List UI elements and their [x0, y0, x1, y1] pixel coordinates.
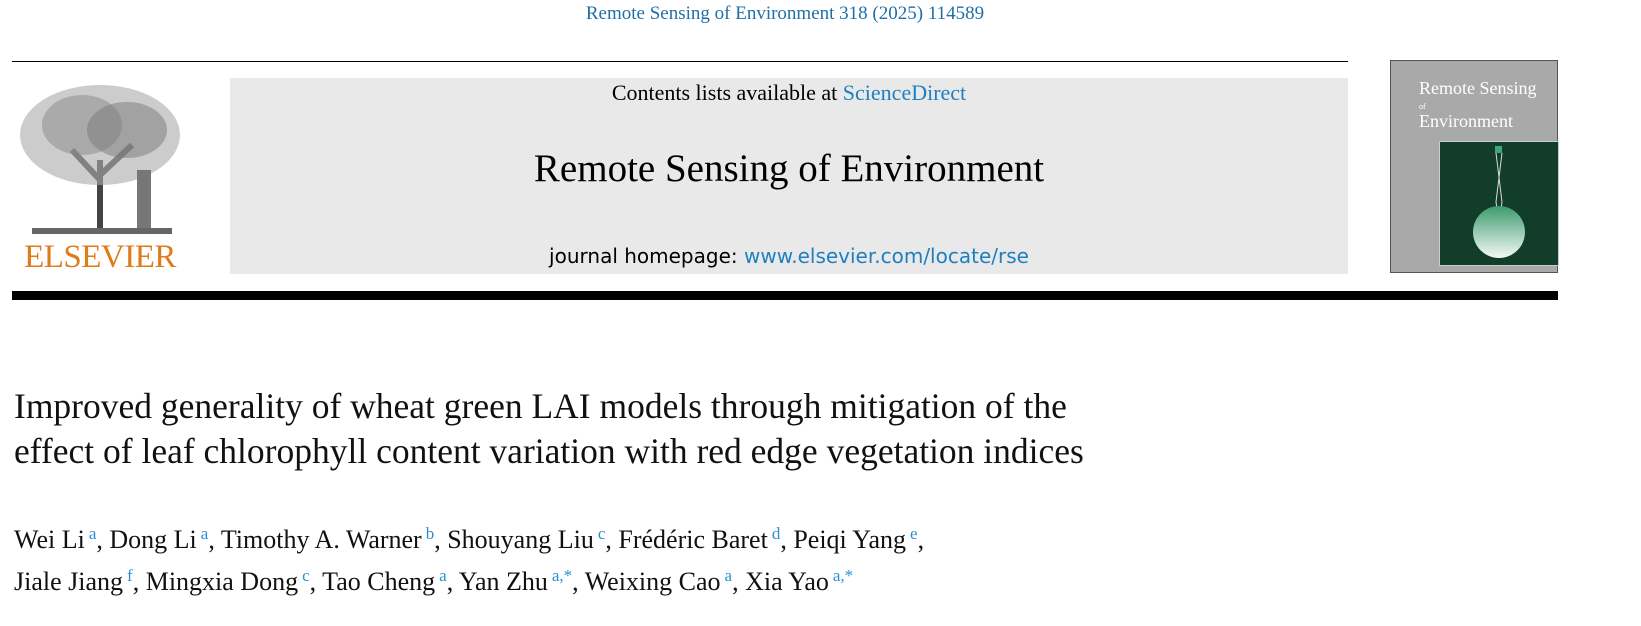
journal-cover-image[interactable]: Remote Sensing of Environment — [1390, 60, 1559, 273]
affiliation-link[interactable]: f — [127, 566, 133, 585]
cover-artwork — [1439, 141, 1559, 266]
elsevier-logo: ELSEVIER — [12, 80, 188, 276]
elsevier-wordmark: ELSEVIER — [24, 239, 176, 275]
affiliation-link[interactable]: a — [200, 524, 209, 543]
affiliation-link[interactable]: b — [425, 524, 435, 543]
author-name[interactable]: Wei Li — [14, 525, 85, 554]
affiliation-link[interactable]: d — [771, 524, 781, 543]
journal-title: Remote Sensing of Environment — [533, 147, 1045, 190]
author-name[interactable]: Timothy A. Warner — [220, 525, 422, 554]
title-line: effect of leaf chlorophyll content varia… — [14, 431, 1084, 471]
affiliation-link[interactable]: a,* — [832, 566, 854, 585]
affiliation-link[interactable]: a — [88, 524, 97, 543]
tree-logo-icon — [20, 85, 180, 234]
author-list: Wei Li a, Dong Li a, Timothy A. Warner b, S… — [14, 516, 924, 600]
homepage-label: journal homepage: — [549, 244, 744, 268]
affiliation-link[interactable]: e — [910, 524, 918, 543]
author-name[interactable]: Dong Li — [109, 525, 197, 554]
contents-label: Contents lists available at — [611, 80, 843, 105]
homepage-link[interactable]: www.elsevier.com/locate/rse — [743, 244, 1029, 268]
title-line: Improved generality of wheat green LAI m… — [14, 386, 1067, 426]
cover-title: Remote Sensing of Environment — [1419, 78, 1537, 131]
homepage-line: journal homepage: www.elsevier.com/locat… — [230, 244, 1348, 268]
affiliation-link[interactable]: c — [597, 524, 606, 543]
author-name[interactable]: Weixing Cao — [584, 567, 721, 596]
journal-banner: Contents lists available at ScienceDirec… — [230, 78, 1348, 274]
author-name[interactable]: Xia Yao — [745, 567, 829, 596]
contents-line: Contents lists available at ScienceDirec… — [230, 80, 1348, 106]
affiliation-link[interactable]: c — [302, 566, 310, 585]
journal-reference-link[interactable]: Remote Sensing of Environment 318 (2025)… — [585, 3, 985, 24]
author-name[interactable]: Tao Cheng — [322, 567, 436, 596]
author-name[interactable]: Shouyang Liu — [447, 525, 594, 554]
author-name[interactable]: Jiale Jiang — [14, 567, 124, 596]
author-line: Wei Li a, Dong Li a, Timothy A. Warner b, S… — [14, 524, 925, 554]
affiliation-link[interactable]: a — [724, 566, 733, 585]
author-name[interactable]: Peiqi Yang — [793, 525, 907, 554]
author-name[interactable]: Mingxia Dong — [145, 567, 299, 596]
affiliation-link[interactable]: a,* — [551, 566, 573, 585]
author-line: Jiale Jiang f, Mingxia Dong c, Tao Cheng a,… — [14, 566, 854, 596]
author-name[interactable]: Frédéric Baret — [618, 525, 768, 554]
affiliation-link[interactable]: a — [439, 566, 447, 585]
author-name[interactable]: Yan Zhu — [458, 567, 548, 596]
divider — [12, 61, 1348, 62]
sciencedirect-link[interactable]: ScienceDirect — [842, 80, 967, 105]
article-title: Improved generality of wheat green LAI m… — [14, 384, 1084, 474]
header-bar — [12, 291, 1558, 300]
